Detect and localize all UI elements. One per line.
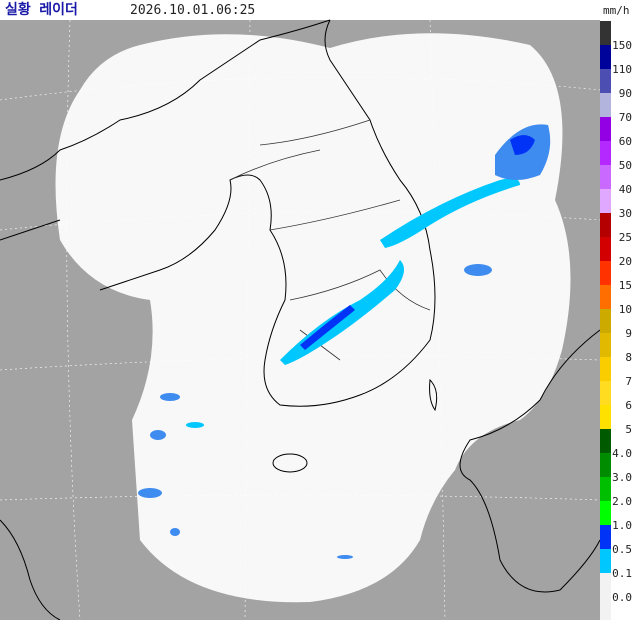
legend-label: 9 (625, 327, 632, 340)
jeju (272, 453, 308, 473)
rain-cell (150, 430, 166, 440)
legend-label: 60 (619, 135, 632, 148)
province-borders (229, 119, 431, 361)
header-bar (0, 0, 635, 20)
legend-swatch (600, 573, 611, 620)
legend-swatch (600, 141, 611, 165)
rain-cell (138, 488, 162, 498)
legend-label: 5 (625, 423, 632, 436)
legend-swatch (600, 261, 611, 285)
legend-swatch (600, 525, 611, 549)
rain-band (380, 178, 520, 248)
legend-swatch (600, 501, 611, 525)
legend-swatch (600, 213, 611, 237)
legend-swatch (600, 429, 611, 453)
legend-label: 15 (619, 279, 632, 292)
rain-cell (337, 555, 353, 559)
legend-swatch (600, 117, 611, 141)
legend-swatch (600, 69, 611, 93)
legend-label: 150 (612, 39, 632, 52)
legend-swatch (600, 309, 611, 333)
unit: mm/h (603, 4, 630, 17)
rain-cell (160, 393, 180, 401)
legend-label: 4.0 (612, 447, 632, 460)
legend-label: 1.0 (612, 519, 632, 532)
rain-echoes (138, 124, 551, 559)
legend-label: 110 (612, 63, 632, 76)
rain-cell-core (510, 135, 535, 155)
legend-label: 20 (619, 255, 632, 268)
legend-label: 90 (619, 87, 632, 100)
china-coast (0, 519, 61, 620)
legend-label: 10 (619, 303, 632, 316)
legend-label: 40 (619, 183, 632, 196)
legend-label: 70 (619, 111, 632, 124)
legend-swatch (600, 189, 611, 213)
map (0, 19, 601, 620)
legend-swatch (600, 477, 611, 501)
legend-swatch (600, 165, 611, 189)
legend-swatch (600, 45, 611, 69)
legend-swatch (600, 93, 611, 117)
legend-label: 2.0 (612, 495, 632, 508)
rain-cell (186, 422, 204, 428)
legend-label: 0.1 (612, 567, 632, 580)
coastline (0, 19, 436, 407)
legend-swatch (600, 453, 611, 477)
legend-label: 7 (625, 375, 632, 388)
legend-swatch (600, 357, 611, 381)
island (429, 378, 438, 412)
japan-coast (459, 329, 601, 593)
legend: 150 110 90 70 60 50 40 30 25 20 15 10 9 8 7 6 5 4.0 3.0 2.0… (600, 21, 632, 620)
legend-label: 0.5 (612, 543, 632, 556)
rain-band-core (300, 305, 355, 350)
legend-label: 8 (625, 351, 632, 364)
legend-swatch (600, 333, 611, 357)
timestamp: 2026.10.01.06:25 (130, 3, 255, 18)
legend-label: 0.0 (612, 591, 632, 604)
legend-swatch (600, 237, 611, 261)
legend-label: 30 (619, 207, 632, 220)
rain-cell (464, 264, 492, 276)
legend-swatch (600, 21, 611, 45)
legend-swatch (600, 405, 611, 429)
legend-label: 6 (625, 399, 632, 412)
legend-label: 25 (619, 231, 632, 244)
legend-swatch (600, 381, 611, 405)
legend-label: 3.0 (612, 471, 632, 484)
rain-cell (170, 528, 180, 536)
legend-swatch (600, 549, 611, 573)
legend-label: 50 (619, 159, 632, 172)
legend-swatch (600, 285, 611, 309)
title: 실황 레이더 (5, 1, 78, 18)
